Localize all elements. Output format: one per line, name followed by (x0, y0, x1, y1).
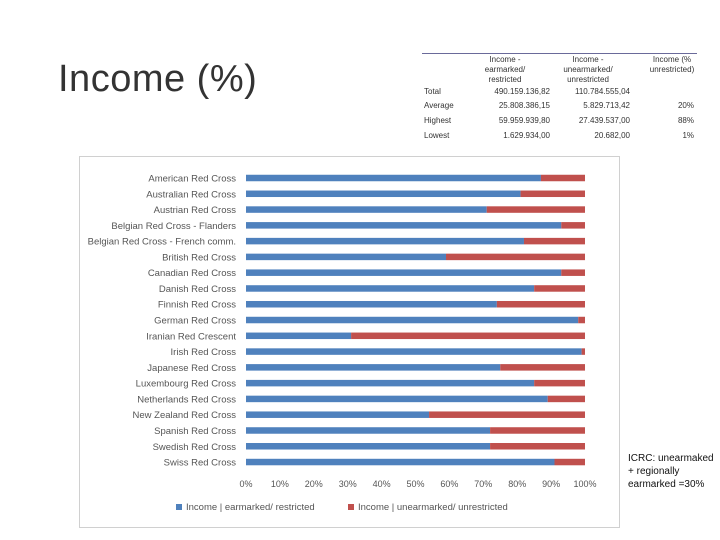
category-label: Canadian Red Cross (148, 268, 236, 279)
table-top-rule (422, 53, 697, 54)
bar-earmarked (246, 443, 491, 450)
header-unearmarked: Income - unearmarked/ unrestricted (563, 55, 613, 84)
lowest-pct: 1% (682, 131, 694, 140)
bar-unearmarked (547, 395, 585, 403)
x-tick-label: 40% (373, 479, 391, 489)
category-label: Irish Red Cross (171, 347, 237, 358)
bar-unearmarked (500, 364, 585, 371)
bar-earmarked (246, 364, 501, 371)
category-label: Japanese Red Cross (147, 363, 236, 374)
bar-earmarked (246, 237, 524, 245)
bar-earmarked (246, 348, 582, 355)
bar-earmarked (246, 379, 535, 387)
x-tick-label: 90% (542, 479, 560, 489)
row-label-total: Total (424, 87, 441, 96)
highest-unrestricted: 27.439.537,00 (578, 116, 630, 125)
highest-pct: 88% (677, 116, 694, 125)
x-tick-label: 80% (508, 479, 526, 489)
bar-unearmarked (578, 316, 585, 324)
x-tick-label: 0% (239, 479, 252, 489)
x-tick-label: 100% (573, 479, 596, 489)
bar-earmarked (246, 190, 521, 198)
row-label-highest: Highest (424, 116, 452, 125)
bar-earmarked (246, 300, 497, 308)
category-label: German Red Cross (154, 316, 236, 327)
row-label-lowest: Lowest (424, 131, 450, 140)
category-label: Danish Red Cross (159, 284, 236, 295)
legend-label-unearmarked: Income | unearmarked/ unrestricted (358, 502, 508, 513)
category-label: Luxembourg Red Cross (136, 379, 237, 390)
x-tick-label: 30% (339, 479, 357, 489)
summary-table: Income - earmarked/ restricted Income - … (422, 50, 702, 145)
total-unrestricted: 110.784.555,04 (574, 87, 630, 96)
bar-earmarked (246, 316, 579, 324)
bar-unearmarked (534, 379, 585, 387)
bar-unearmarked (429, 411, 585, 418)
category-label: Finnish Red Cross (158, 300, 236, 311)
bar-earmarked (246, 269, 562, 276)
category-label: British Red Cross (162, 252, 236, 263)
bar-unearmarked (581, 348, 585, 355)
bar-earmarked (246, 411, 430, 418)
bar-unearmarked (490, 443, 585, 450)
legend-swatch-unearmarked (348, 504, 354, 510)
category-label: New Zealand Red Cross (133, 410, 237, 421)
average-restricted: 25.808.386,15 (498, 101, 550, 110)
bar-earmarked (246, 253, 447, 261)
legend-label-earmarked: Income | earmarked/ restricted (186, 502, 315, 513)
bar-unearmarked (351, 332, 585, 340)
chart-frame: American Red Cross Australian Red Cross Au… (79, 156, 620, 528)
bar-unearmarked (496, 300, 585, 308)
slide-title: Income (%) (58, 58, 258, 100)
total-restricted: 490.159.136,82 (494, 87, 550, 96)
category-label: Iranian Red Crescent (146, 331, 236, 342)
row-label-average: Average (424, 101, 454, 110)
bar-unearmarked (540, 174, 585, 182)
bar-unearmarked (561, 222, 585, 229)
category-label: Spanish Red Cross (154, 426, 236, 437)
bar-unearmarked (520, 190, 585, 198)
bar-unearmarked (523, 237, 585, 245)
bar-earmarked (246, 395, 548, 403)
category-label: Australian Red Cross (146, 189, 236, 200)
category-label: Belgian Red Cross - Flanders (111, 221, 236, 232)
bar-unearmarked (490, 427, 585, 434)
x-tick-label: 10% (271, 479, 289, 489)
bar-earmarked (246, 332, 352, 340)
bar-earmarked (246, 458, 555, 466)
bar-unearmarked (446, 253, 585, 261)
legend-swatch-earmarked (176, 504, 182, 510)
average-pct: 20% (677, 101, 694, 110)
x-tick-label: 20% (305, 479, 323, 489)
category-label: Swiss Red Cross (164, 458, 237, 469)
lowest-unrestricted: 20.682,00 (594, 131, 630, 140)
average-unrestricted: 5.829.713,42 (583, 101, 630, 110)
header-earmarked: Income - earmarked/ restricted (484, 55, 526, 84)
bar-earmarked (246, 222, 562, 229)
lowest-restricted: 1.629.934,00 (503, 131, 550, 140)
bar-unearmarked (534, 285, 585, 292)
x-tick-label: 50% (406, 479, 424, 489)
category-label: Netherlands Red Cross (137, 394, 236, 405)
x-tick-label: 70% (474, 479, 492, 489)
bar-earmarked (246, 427, 491, 434)
bar-unearmarked (554, 458, 585, 466)
stacked-bar-chart: American Red Cross Australian Red Cross Au… (88, 174, 597, 514)
icrc-note: ICRC: unearmaked + regionally earmarked … (628, 452, 716, 491)
bar-unearmarked (561, 269, 585, 276)
highest-restricted: 59.959.939,80 (498, 116, 550, 125)
bar-earmarked (246, 285, 535, 292)
category-label: Swedish Red Cross (153, 442, 237, 453)
category-label: Austrian Red Cross (154, 205, 237, 216)
header-pct-unrestricted: Income (% unrestricted) (649, 55, 695, 74)
bar-earmarked (246, 174, 541, 182)
x-tick-label: 60% (440, 479, 458, 489)
category-label: Belgian Red Cross - French comm. (88, 237, 236, 248)
category-label: American Red Cross (148, 174, 236, 185)
bar-earmarked (246, 206, 487, 213)
bar-unearmarked (486, 206, 585, 213)
